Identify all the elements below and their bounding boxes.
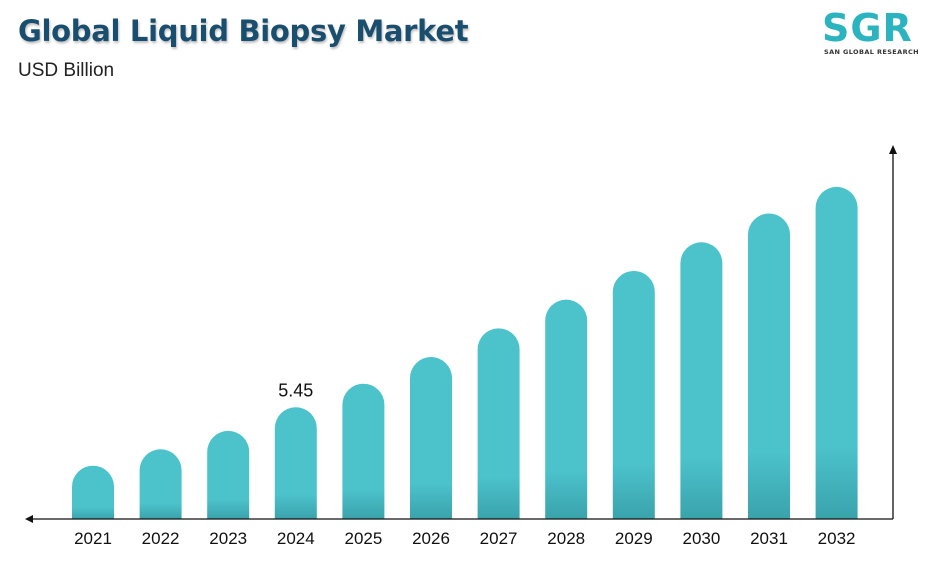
bar-2021 <box>72 465 114 519</box>
bar-2031 <box>748 213 790 519</box>
x-tick-label-2031: 2031 <box>750 529 788 548</box>
data-label-2024: 5.45 <box>278 380 313 400</box>
x-tick-label-2025: 2025 <box>344 529 382 548</box>
x-tick-label-2032: 2032 <box>818 529 856 548</box>
bar-2029 <box>612 270 655 519</box>
bar-2030 <box>680 242 723 519</box>
x-tick-label-2022: 2022 <box>142 529 180 548</box>
x-tick-label-2028: 2028 <box>547 529 585 548</box>
chart-title: Global Liquid Biopsy Market <box>18 14 469 48</box>
bars-group <box>72 186 858 519</box>
logo-tagline: SAN GLOBAL RESEARCH <box>824 48 919 56</box>
y-axis-arrow <box>889 145 897 154</box>
x-tick-label-2029: 2029 <box>615 529 653 548</box>
bar-2022 <box>139 449 182 519</box>
axes-group <box>25 145 897 523</box>
bar-2027 <box>477 328 520 519</box>
x-axis-arrow <box>25 515 33 523</box>
tick-labels-group: 2021 2022 2023 2024 2025 2026 2027 2028 2029 2030… <box>74 529 855 548</box>
bar-2023 <box>207 430 250 519</box>
data-labels-group: 5.45 <box>278 380 313 400</box>
x-tick-label-2021: 2021 <box>74 529 112 548</box>
x-tick-label-2026: 2026 <box>412 529 450 548</box>
bar-2032 <box>815 186 858 519</box>
sgr-logo: SGR SAN GLOBAL RESEARCH <box>820 6 920 58</box>
x-tick-label-2030: 2030 <box>682 529 720 548</box>
bar-2028 <box>545 299 588 519</box>
x-tick-label-2027: 2027 <box>480 529 518 548</box>
bar-2025 <box>342 383 385 519</box>
x-tick-label-2023: 2023 <box>209 529 247 548</box>
chart-subtitle: USD Billion <box>18 60 115 81</box>
bar-2024 <box>274 407 317 519</box>
logo-letters: SGR <box>822 6 913 50</box>
bar-2026 <box>410 357 452 519</box>
x-tick-label-2024: 2024 <box>277 529 315 548</box>
